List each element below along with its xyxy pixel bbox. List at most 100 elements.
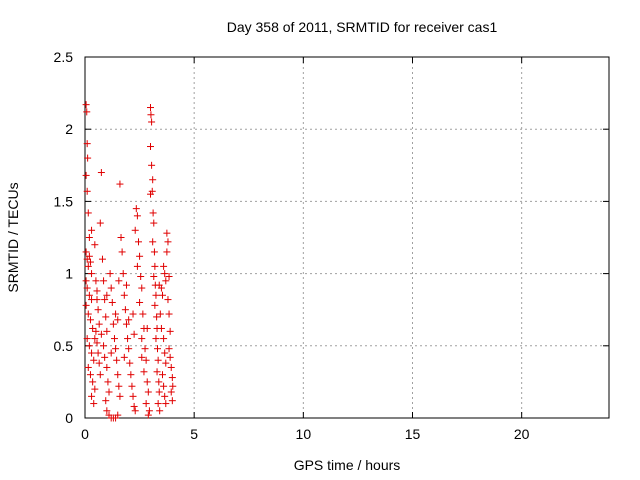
data-point xyxy=(156,310,164,318)
data-point xyxy=(149,238,157,246)
data-point xyxy=(164,238,172,246)
data-point xyxy=(113,356,121,364)
data-point xyxy=(144,411,152,419)
data-point xyxy=(160,262,168,270)
data-point xyxy=(155,388,163,396)
data-point xyxy=(125,345,133,353)
data-point xyxy=(82,277,90,285)
data-point xyxy=(133,212,141,220)
data-point xyxy=(82,248,90,256)
data-point xyxy=(83,108,91,116)
data-point xyxy=(84,154,92,162)
data-point xyxy=(107,284,115,292)
data-point xyxy=(114,371,122,379)
data-point xyxy=(133,262,141,270)
data-point xyxy=(95,320,103,328)
data-point xyxy=(155,378,163,386)
data-point xyxy=(118,248,126,256)
data-point xyxy=(126,359,134,367)
data-point xyxy=(139,310,147,318)
data-point xyxy=(86,258,94,266)
data-point xyxy=(154,400,162,408)
data-point xyxy=(160,335,168,343)
data-point xyxy=(150,248,158,256)
data-point xyxy=(83,284,91,292)
data-point xyxy=(82,101,90,109)
data-point xyxy=(154,356,162,364)
data-point xyxy=(131,407,139,415)
data-point xyxy=(168,397,176,405)
y-axis-label: SRMTID / TECUs xyxy=(5,182,21,292)
data-point xyxy=(115,277,123,285)
data-point xyxy=(116,180,124,188)
data-point xyxy=(82,301,90,309)
data-point xyxy=(122,281,130,289)
data-point xyxy=(165,310,173,318)
data-point xyxy=(102,313,110,321)
data-point xyxy=(92,327,100,335)
data-point xyxy=(116,392,124,400)
data-point xyxy=(83,187,91,195)
data-point xyxy=(98,255,106,263)
data-point xyxy=(162,277,170,285)
data-point xyxy=(91,335,99,343)
data-point xyxy=(169,382,177,390)
data-point xyxy=(127,371,135,379)
data-point xyxy=(100,342,108,350)
data-point xyxy=(161,392,169,400)
y-tick-label: 0 xyxy=(65,410,73,426)
data-point xyxy=(103,291,111,299)
data-point xyxy=(129,392,137,400)
data-point xyxy=(153,345,161,353)
data-point xyxy=(148,187,156,195)
data-point xyxy=(93,287,101,295)
data-point xyxy=(159,371,167,379)
data-point xyxy=(102,397,110,405)
data-point xyxy=(101,353,109,361)
data-point xyxy=(90,356,98,364)
data-point xyxy=(128,382,136,390)
data-point xyxy=(167,388,175,396)
data-point xyxy=(168,374,176,382)
data-point xyxy=(82,171,90,179)
data-point xyxy=(105,388,113,396)
data-point xyxy=(155,281,163,289)
data-point xyxy=(93,296,101,304)
data-point xyxy=(85,291,93,299)
data-point xyxy=(164,296,172,304)
data-point xyxy=(83,335,91,343)
data-point xyxy=(147,190,154,198)
data-point xyxy=(156,407,164,415)
data-point xyxy=(96,371,104,379)
data-point xyxy=(138,353,146,361)
y-tick-label: 2 xyxy=(65,121,73,137)
data-point xyxy=(136,252,144,260)
data-point xyxy=(83,140,91,148)
data-point xyxy=(96,219,104,227)
data-point xyxy=(86,371,94,379)
data-point xyxy=(167,363,175,371)
y-tick-label: 0.5 xyxy=(54,338,74,354)
data-point xyxy=(92,277,100,285)
x-axis-ticks: 0 5 10 15 20 xyxy=(81,57,530,442)
data-point xyxy=(148,161,156,169)
data-point xyxy=(152,291,160,299)
x-axis-label: GPS time / hours xyxy=(294,457,401,473)
data-point xyxy=(100,277,108,285)
y-tick-label: 1.5 xyxy=(54,193,74,209)
data-point xyxy=(107,349,115,357)
data-point xyxy=(132,205,140,213)
data-point xyxy=(165,272,173,280)
data-point xyxy=(88,349,96,357)
data-point xyxy=(125,316,133,324)
data-point xyxy=(148,118,156,126)
x-tick-label: 20 xyxy=(514,426,530,442)
y-axis-ticks: 0 0.5 1 1.5 2 2.5 xyxy=(54,49,609,426)
data-point xyxy=(112,310,120,318)
data-point xyxy=(88,392,96,400)
data-point xyxy=(145,407,153,415)
data-point xyxy=(142,356,150,364)
data-point xyxy=(138,335,146,343)
data-point xyxy=(140,368,148,376)
data-point xyxy=(161,349,169,357)
